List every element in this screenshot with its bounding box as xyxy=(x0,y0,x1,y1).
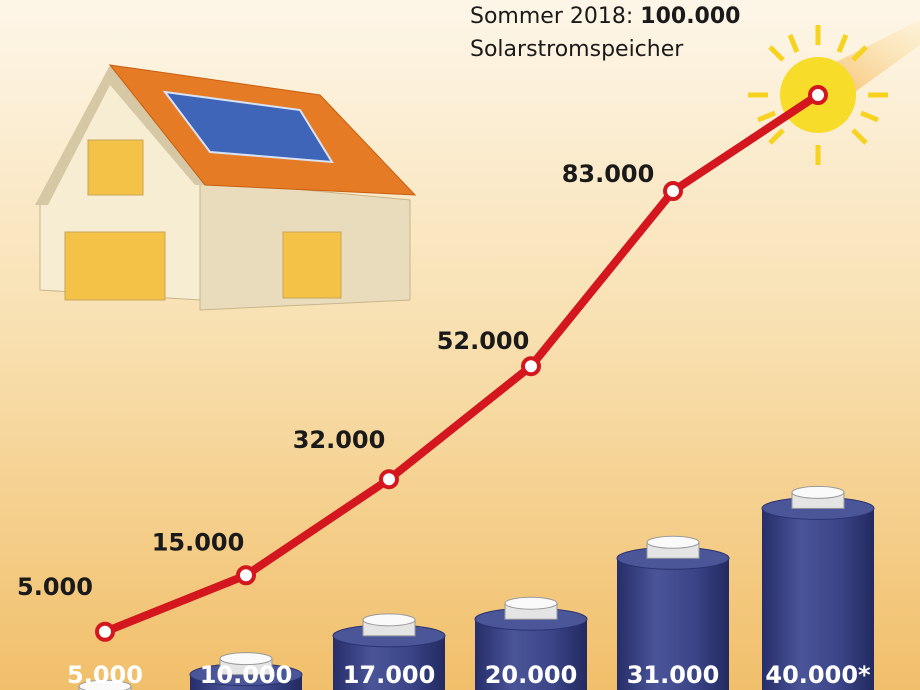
bar-label: 20.000 xyxy=(485,661,578,689)
battery xyxy=(617,558,729,690)
point-label: 83.000 xyxy=(562,160,655,188)
line-point xyxy=(236,565,256,586)
annotation-lead: Sommer 2018: xyxy=(470,4,633,29)
annotation-line2: Solarstromspeicher xyxy=(470,37,684,62)
point-label: 32.000 xyxy=(293,426,386,454)
battery-terminal-top xyxy=(78,679,132,690)
battery-terminal-top xyxy=(219,652,273,666)
line-point xyxy=(521,356,541,377)
bar-label: 10.000 xyxy=(200,661,293,689)
line-point xyxy=(379,469,399,490)
house xyxy=(35,64,417,311)
battery-terminal-top xyxy=(504,596,558,610)
bar-label: 5.000 xyxy=(67,661,143,689)
point-label: 5.000 xyxy=(17,573,93,601)
line-point xyxy=(95,621,115,642)
bar-label: 31.000 xyxy=(627,661,720,689)
bar-label: 40.000* xyxy=(765,661,871,689)
battery-terminal-top xyxy=(362,613,416,627)
battery xyxy=(762,508,874,690)
line xyxy=(103,91,821,636)
point-label: 15.000 xyxy=(152,528,245,556)
battery-terminal-top xyxy=(791,485,845,499)
point-label: 52.000 xyxy=(437,327,530,355)
line-point xyxy=(663,181,683,202)
line-point xyxy=(808,85,828,105)
battery xyxy=(475,619,587,690)
bar-label: 17.000 xyxy=(343,661,436,689)
annotation-value: 100.000 xyxy=(640,4,740,29)
battery-terminal-top xyxy=(646,535,700,549)
annotation: Sommer 2018: 100.000 xyxy=(470,4,740,29)
